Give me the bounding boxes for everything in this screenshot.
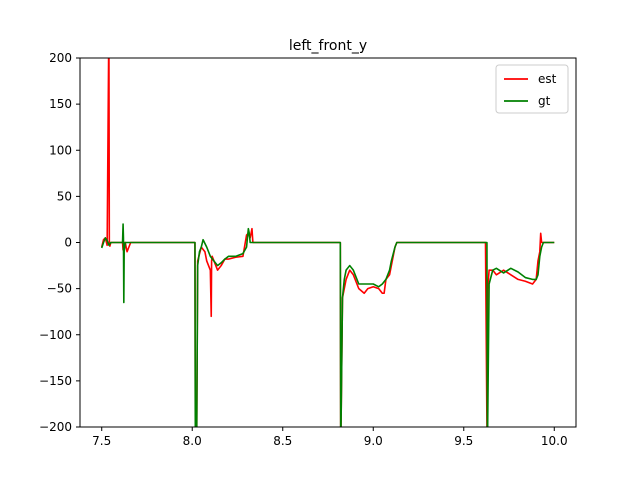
legend-label-gt: gt <box>538 94 551 108</box>
chart-title: left_front_y <box>289 38 367 54</box>
y-tick-label: 100 <box>49 143 72 157</box>
y-tick-label: −50 <box>47 282 72 296</box>
y-tick-label: 0 <box>64 236 72 250</box>
y-tick-label: 200 <box>49 51 72 65</box>
y-tick-label: 150 <box>49 97 72 111</box>
legend-box <box>495 64 569 114</box>
y-tick-label: −150 <box>39 374 72 388</box>
x-tick-label: 10.0 <box>541 434 568 448</box>
x-tick-label: 9.5 <box>454 434 473 448</box>
axes: 7.5 8.0 8.5 9.0 9.5 10.0 −200 −150 −100 −50 0 50 100… <box>39 51 577 448</box>
x-tick-label: 8.0 <box>183 434 202 448</box>
legend: est gt <box>495 64 569 114</box>
x-tick-label: 9.0 <box>364 434 383 448</box>
plot-area <box>100 58 555 427</box>
series-line-gt <box>100 223 555 427</box>
y-tick-label: 50 <box>57 189 72 203</box>
y-tick-label: −100 <box>39 328 72 342</box>
x-tick-label: 7.5 <box>92 434 111 448</box>
x-tick-label: 8.5 <box>273 434 292 448</box>
legend-label-est: est <box>538 72 557 86</box>
y-tick-label: −200 <box>39 420 72 434</box>
